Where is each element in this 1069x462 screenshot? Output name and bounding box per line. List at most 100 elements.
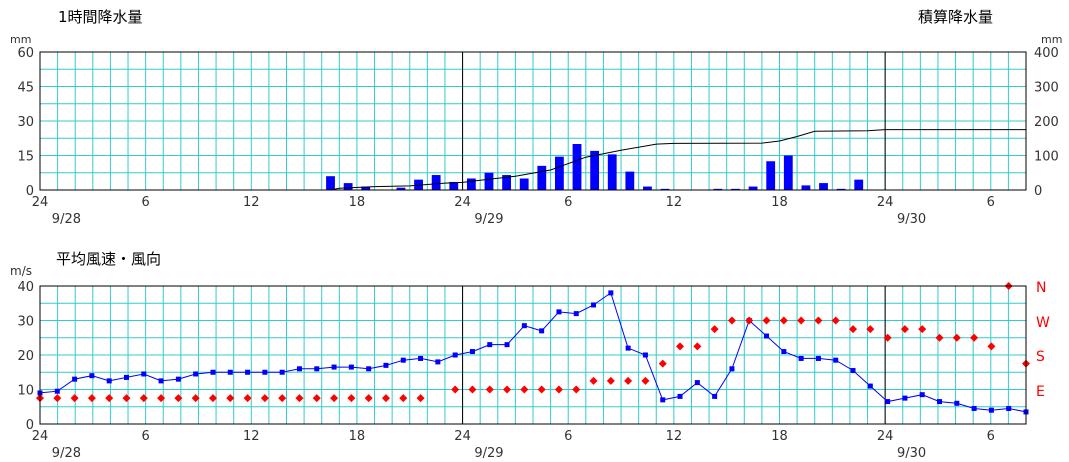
wind-direction-point xyxy=(589,376,598,385)
direction-label: S xyxy=(1036,349,1045,365)
direction-label: N xyxy=(1036,280,1046,296)
x-tick-label: 12 xyxy=(666,429,683,444)
precip-bar xyxy=(361,186,371,190)
wind-speed-point xyxy=(937,399,943,405)
precip-bar xyxy=(431,175,441,190)
wind-direction-point xyxy=(399,394,408,403)
wind-direction-point xyxy=(330,394,339,403)
wind-direction-point xyxy=(381,394,390,403)
wind-speed-point xyxy=(781,349,787,355)
precip-bar xyxy=(748,186,758,190)
wind-y-ticks: 40 30 20 10 0 xyxy=(17,280,34,433)
date-label: 9/30 xyxy=(897,446,926,461)
precip-bar xyxy=(466,178,476,190)
wind-direction-point xyxy=(122,394,131,403)
wind-speed-point xyxy=(331,364,337,370)
wind-direction-point xyxy=(693,342,702,351)
wind-y-unit: m/s xyxy=(10,264,32,278)
x-tick-label: 6 xyxy=(142,195,150,210)
wind-speed-point xyxy=(210,369,216,375)
y-tick-label: 300 xyxy=(1034,81,1059,96)
x-tick-label: 12 xyxy=(666,195,683,210)
wind-speed-point xyxy=(193,371,199,377)
precip-title: 1時間降水量 xyxy=(58,8,143,26)
wind-direction-point xyxy=(295,394,304,403)
wind-speed-point xyxy=(850,368,856,374)
plot-frame xyxy=(39,285,1027,425)
x-tick-label: 6 xyxy=(987,195,995,210)
wind-direction-point xyxy=(849,325,858,334)
y-tick-label: 400 xyxy=(1034,46,1059,61)
precip-bar xyxy=(819,183,828,190)
precip-bar xyxy=(537,165,547,190)
x-tick-label: 24 xyxy=(877,429,894,444)
wind-direction-point xyxy=(676,342,685,351)
wind-speed-point xyxy=(175,376,181,382)
x-tick-label: 12 xyxy=(243,429,260,444)
wind-speed-point xyxy=(642,352,648,358)
wind-speed-point xyxy=(54,388,60,394)
wind-direction-point xyxy=(468,385,477,394)
precip-day-lines xyxy=(462,52,886,190)
wind-direction-point xyxy=(174,394,183,403)
wind-speed-point xyxy=(712,393,718,399)
x-tick-label: 18 xyxy=(349,429,366,444)
y-tick-label: 0 xyxy=(26,418,34,433)
wind-direction-point xyxy=(762,316,771,325)
wind-speed-point xyxy=(141,371,147,377)
wind-speed-point xyxy=(764,333,770,339)
wind-direction-point xyxy=(814,316,823,325)
wind-direction-point xyxy=(866,325,875,334)
wind-direction-point xyxy=(105,394,114,403)
wind-speed-point xyxy=(556,309,562,315)
date-label: 9/29 xyxy=(474,212,503,227)
cumulative-y-unit: mm xyxy=(1041,33,1062,46)
wind-speed-point xyxy=(971,405,977,411)
wind-direction-points xyxy=(36,282,1030,403)
wind-speed-point xyxy=(902,395,908,401)
wind-direction-point xyxy=(554,385,563,394)
x-tick-label: 12 xyxy=(243,195,260,210)
wind-direction-point xyxy=(537,385,546,394)
wind-speed-point xyxy=(89,373,95,379)
wind-direction-point xyxy=(226,394,235,403)
wind-direction-point xyxy=(485,385,494,394)
y-tick-label: 100 xyxy=(1034,150,1059,165)
wind-speed-point xyxy=(279,369,285,375)
x-tick-label: 24 xyxy=(32,195,49,210)
precip-bar xyxy=(590,150,600,190)
wind-speed-point xyxy=(660,397,666,403)
wind-speed-point xyxy=(106,378,112,384)
wind-speed-point xyxy=(608,290,614,296)
precip-bar xyxy=(801,185,811,190)
wind-speed-point xyxy=(694,380,700,386)
wind-date-labels: 9/28 9/29 9/30 xyxy=(52,446,926,461)
precip-y-ticks: 60 45 30 15 0 xyxy=(17,46,34,199)
y-tick-label: 10 xyxy=(17,384,34,399)
wind-direction-point xyxy=(278,394,287,403)
precip-x-ticks: 24 6 12 18 24 6 12 18 24 6 xyxy=(32,195,995,210)
x-tick-label: 24 xyxy=(32,429,49,444)
wind-direction-point xyxy=(797,316,806,325)
precip-bar xyxy=(625,171,635,190)
wind-direction-point xyxy=(900,325,909,334)
precip-y-unit: mm xyxy=(10,33,31,46)
wind-direction-point xyxy=(779,316,788,325)
precip-bar xyxy=(519,178,529,190)
wind-direction-point xyxy=(970,333,979,342)
wind-speed-point xyxy=(833,357,839,363)
y-tick-label: 0 xyxy=(1034,184,1042,199)
wind-speed-point xyxy=(400,357,406,363)
x-tick-label: 6 xyxy=(142,429,150,444)
precip-bar xyxy=(766,161,776,190)
wind-direction-point xyxy=(312,394,321,403)
y-tick-label: 20 xyxy=(17,349,34,364)
wind-direction-point xyxy=(347,394,356,403)
wind-speed-point xyxy=(539,328,545,334)
precip-bar xyxy=(713,188,723,190)
x-tick-label: 6 xyxy=(564,195,572,210)
wind-speed-point xyxy=(867,383,873,389)
wind-speed-point xyxy=(521,323,527,329)
wind-speed-point xyxy=(677,393,683,399)
wind-speed-point xyxy=(988,407,994,413)
